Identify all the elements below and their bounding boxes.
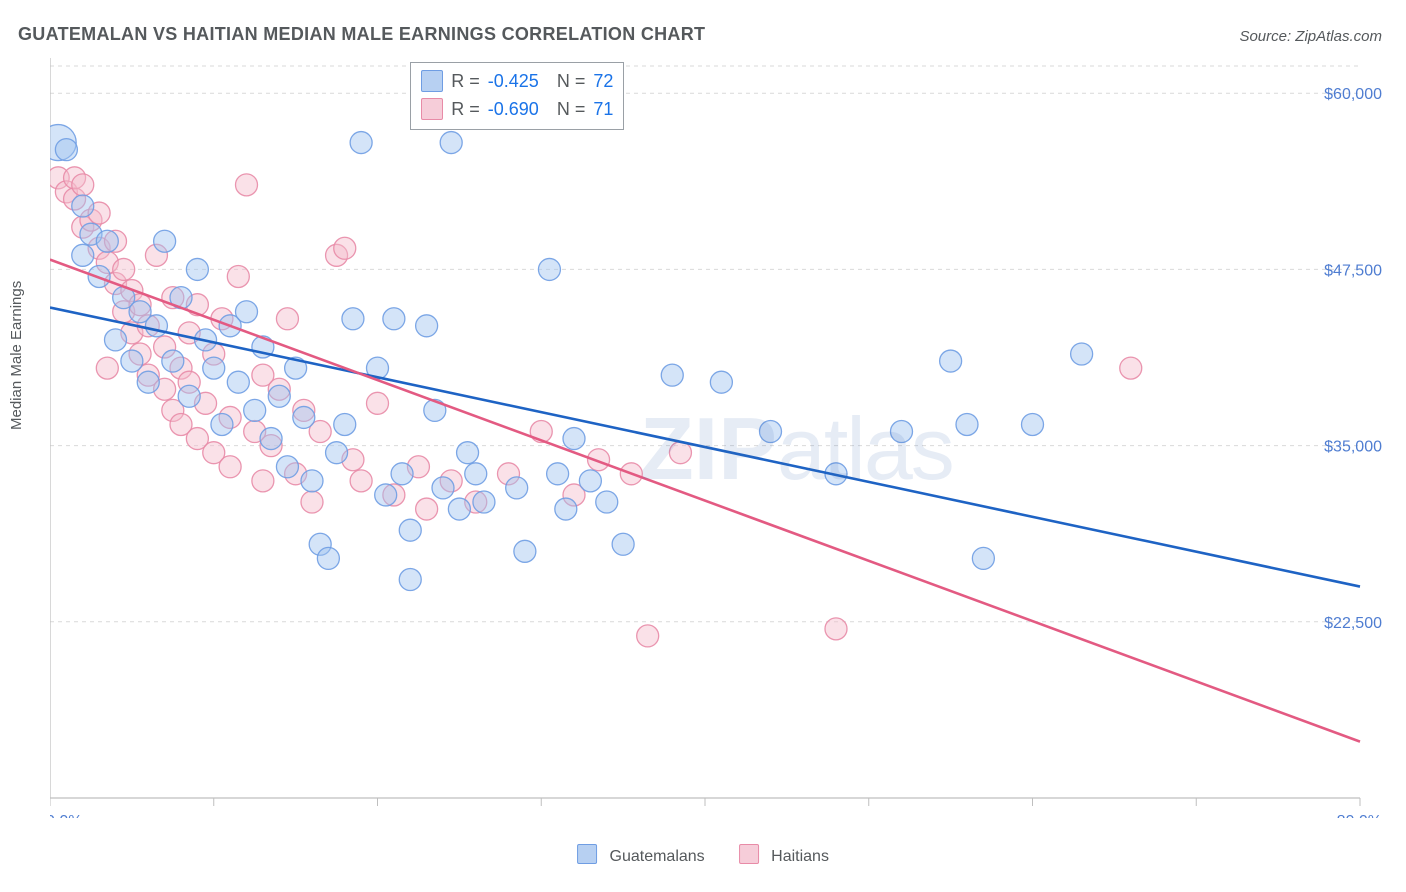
- svg-text:0.0%: 0.0%: [50, 813, 82, 818]
- chart-container: GUATEMALAN VS HAITIAN MEDIAN MALE EARNIN…: [0, 0, 1406, 892]
- legend-label-guatemalans: Guatemalans: [610, 848, 705, 865]
- bottom-legend: Guatemalans Haitians: [577, 844, 829, 866]
- plot-area: $22,500 $35,000 $47,500 $60,000 0.0% 80.0%: [50, 58, 1388, 818]
- corr-r-label: R =: [451, 95, 480, 123]
- legend-item-haitians: Haitians: [739, 844, 829, 866]
- corr-r-value-guatemalans: -0.425: [488, 67, 539, 95]
- corr-n-label: N =: [547, 67, 586, 95]
- source-label: Source: ZipAtlas.com: [1239, 28, 1382, 45]
- corr-swatch-haitians: [421, 98, 443, 120]
- corr-n-label: N =: [547, 95, 586, 123]
- svg-text:$60,000: $60,000: [1324, 86, 1382, 103]
- corr-n-value-guatemalans: 72: [593, 67, 613, 95]
- corr-n-value-haitians: 71: [593, 95, 613, 123]
- corr-swatch-guatemalans: [421, 70, 443, 92]
- corr-row-haitians: R = -0.690 N = 71: [421, 95, 613, 123]
- chart-title: GUATEMALAN VS HAITIAN MEDIAN MALE EARNIN…: [18, 24, 705, 45]
- scatter-chart: $22,500 $35,000 $47,500 $60,000 0.0% 80.0%: [50, 58, 1388, 818]
- y-axis-label: Median Male Earnings: [8, 281, 25, 430]
- corr-row-guatemalans: R = -0.425 N = 72: [421, 67, 613, 95]
- svg-text:80.0%: 80.0%: [1337, 813, 1382, 818]
- svg-text:$35,000: $35,000: [1324, 439, 1382, 456]
- corr-r-value-haitians: -0.690: [488, 95, 539, 123]
- corr-r-label: R =: [451, 67, 480, 95]
- legend-swatch-guatemalans: [577, 844, 597, 864]
- legend-swatch-haitians: [739, 844, 759, 864]
- legend-label-haitians: Haitians: [771, 848, 829, 865]
- svg-text:$47,500: $47,500: [1324, 262, 1382, 279]
- correlation-legend: R = -0.425 N = 72R = -0.690 N = 71: [410, 62, 624, 130]
- legend-item-guatemalans: Guatemalans: [577, 844, 705, 866]
- svg-text:$22,500: $22,500: [1324, 615, 1382, 632]
